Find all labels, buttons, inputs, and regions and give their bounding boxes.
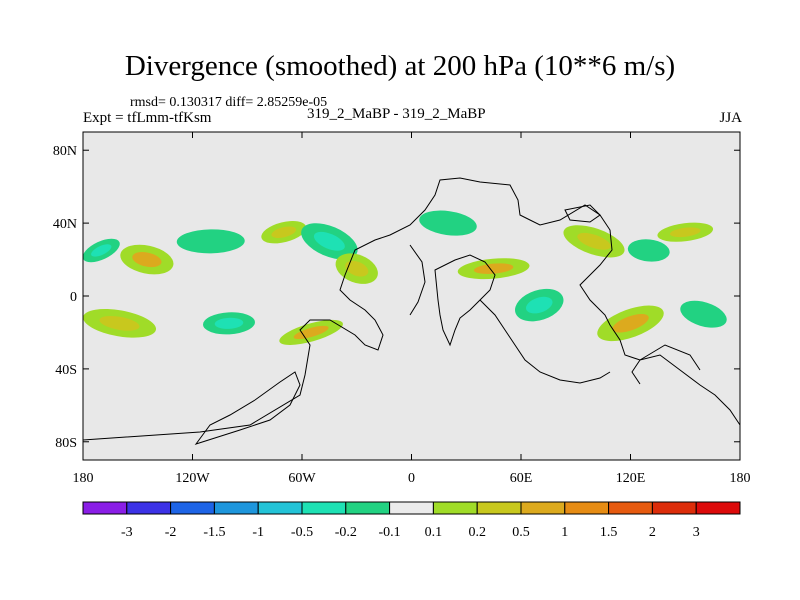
colorbar-swatch bbox=[170, 501, 215, 515]
colorbar: -3 -2 -1.5 -1 -0.5 -0.2 -0.1 0.1 0.2 0.5 1 1.5 2 3 bbox=[82, 501, 741, 540]
colorbar-swatch bbox=[213, 501, 259, 515]
divergence-blob-core bbox=[473, 263, 514, 274]
y-tick-label: 80S bbox=[55, 436, 77, 451]
colorbar-label: 0.2 bbox=[468, 525, 486, 540]
colorbar-swatch bbox=[82, 501, 128, 515]
divergence-blob-core bbox=[432, 216, 464, 230]
x-tick-label: 0 bbox=[408, 471, 415, 486]
x-tick-label: 180 bbox=[730, 471, 751, 486]
y-tick-label: 0 bbox=[70, 290, 77, 305]
colorbar-label: 1.5 bbox=[600, 525, 618, 540]
divergence-blob-core bbox=[192, 235, 230, 248]
experiment-label: Expt = tfLmm-tfKsm bbox=[83, 110, 212, 126]
x-tick-label: 60E bbox=[510, 471, 533, 486]
y-tick-label: 80N bbox=[53, 144, 77, 159]
axis-ticks: 180 120W 60W 0 60E 120E 180 80N 40N 0 40S 80S bbox=[53, 132, 751, 486]
colorbar-label: 3 bbox=[693, 525, 700, 540]
plot-background bbox=[83, 132, 740, 460]
colorbar-swatch bbox=[257, 501, 303, 515]
colorbar-label: -0.2 bbox=[335, 525, 357, 540]
colorbar-label: 0.1 bbox=[425, 525, 443, 540]
divergence-blob-core bbox=[612, 314, 649, 333]
divergence-blob-core bbox=[669, 227, 701, 238]
colorbar-label: -0.5 bbox=[291, 525, 313, 540]
colorbar-label: -1 bbox=[252, 525, 264, 540]
divergence-blob-core bbox=[690, 307, 717, 322]
colorbar-label: -0.1 bbox=[379, 525, 401, 540]
x-tick-label: 120W bbox=[175, 471, 210, 486]
divergence-blob-core bbox=[313, 231, 345, 251]
colorbar-swatch bbox=[345, 501, 391, 515]
colorbar-label: -2 bbox=[165, 525, 177, 540]
colorbar-label: 2 bbox=[649, 525, 656, 540]
chart-title: Divergence (smoothed) at 200 hPa (10**6 … bbox=[124, 50, 676, 82]
divergence-blob-core bbox=[99, 316, 140, 331]
colorbar-swatch bbox=[301, 501, 347, 515]
stats-label: rmsd= 0.130317 diff= 2.85259e-05 bbox=[130, 95, 328, 110]
divergence-blob-core bbox=[132, 252, 162, 268]
colorbar-label: -1.5 bbox=[203, 525, 225, 540]
divergence-blob-core bbox=[91, 244, 112, 257]
divergence-blob-core bbox=[345, 260, 369, 277]
colorbar-swatch bbox=[126, 501, 172, 515]
y-tick-label: 40N bbox=[53, 217, 77, 232]
season-label: JJA bbox=[719, 110, 742, 126]
colorbar-swatch bbox=[608, 501, 653, 515]
colorbar-swatch bbox=[520, 501, 566, 515]
colorbar-label: 1 bbox=[561, 525, 568, 540]
colorbar-swatch bbox=[476, 501, 522, 515]
colorbar-label: 0.5 bbox=[512, 525, 530, 540]
divergence-blob-core bbox=[637, 244, 661, 257]
colorbar-swatch bbox=[564, 501, 610, 515]
coastline-outline bbox=[83, 177, 740, 445]
colorbar-swatch bbox=[432, 501, 478, 515]
divergence-blob-core bbox=[293, 325, 329, 340]
x-tick-label: 120E bbox=[616, 471, 646, 486]
colorbar-label: -3 bbox=[121, 525, 133, 540]
x-tick-label: 180 bbox=[73, 471, 94, 486]
divergence-blob-core bbox=[214, 317, 244, 329]
divergence-blob-core bbox=[577, 232, 611, 250]
divergence-blob-core bbox=[271, 226, 297, 238]
divergence-field bbox=[83, 210, 727, 345]
x-tick-label: 60W bbox=[288, 471, 316, 486]
colorbar-swatch bbox=[651, 501, 697, 515]
case-label: 319_2_MaBP - 319_2_MaBP bbox=[307, 106, 486, 122]
colorbar-swatch bbox=[389, 501, 434, 515]
divergence-blob-core bbox=[525, 296, 553, 314]
y-tick-label: 40S bbox=[55, 363, 77, 378]
colorbar-swatch bbox=[695, 501, 741, 515]
